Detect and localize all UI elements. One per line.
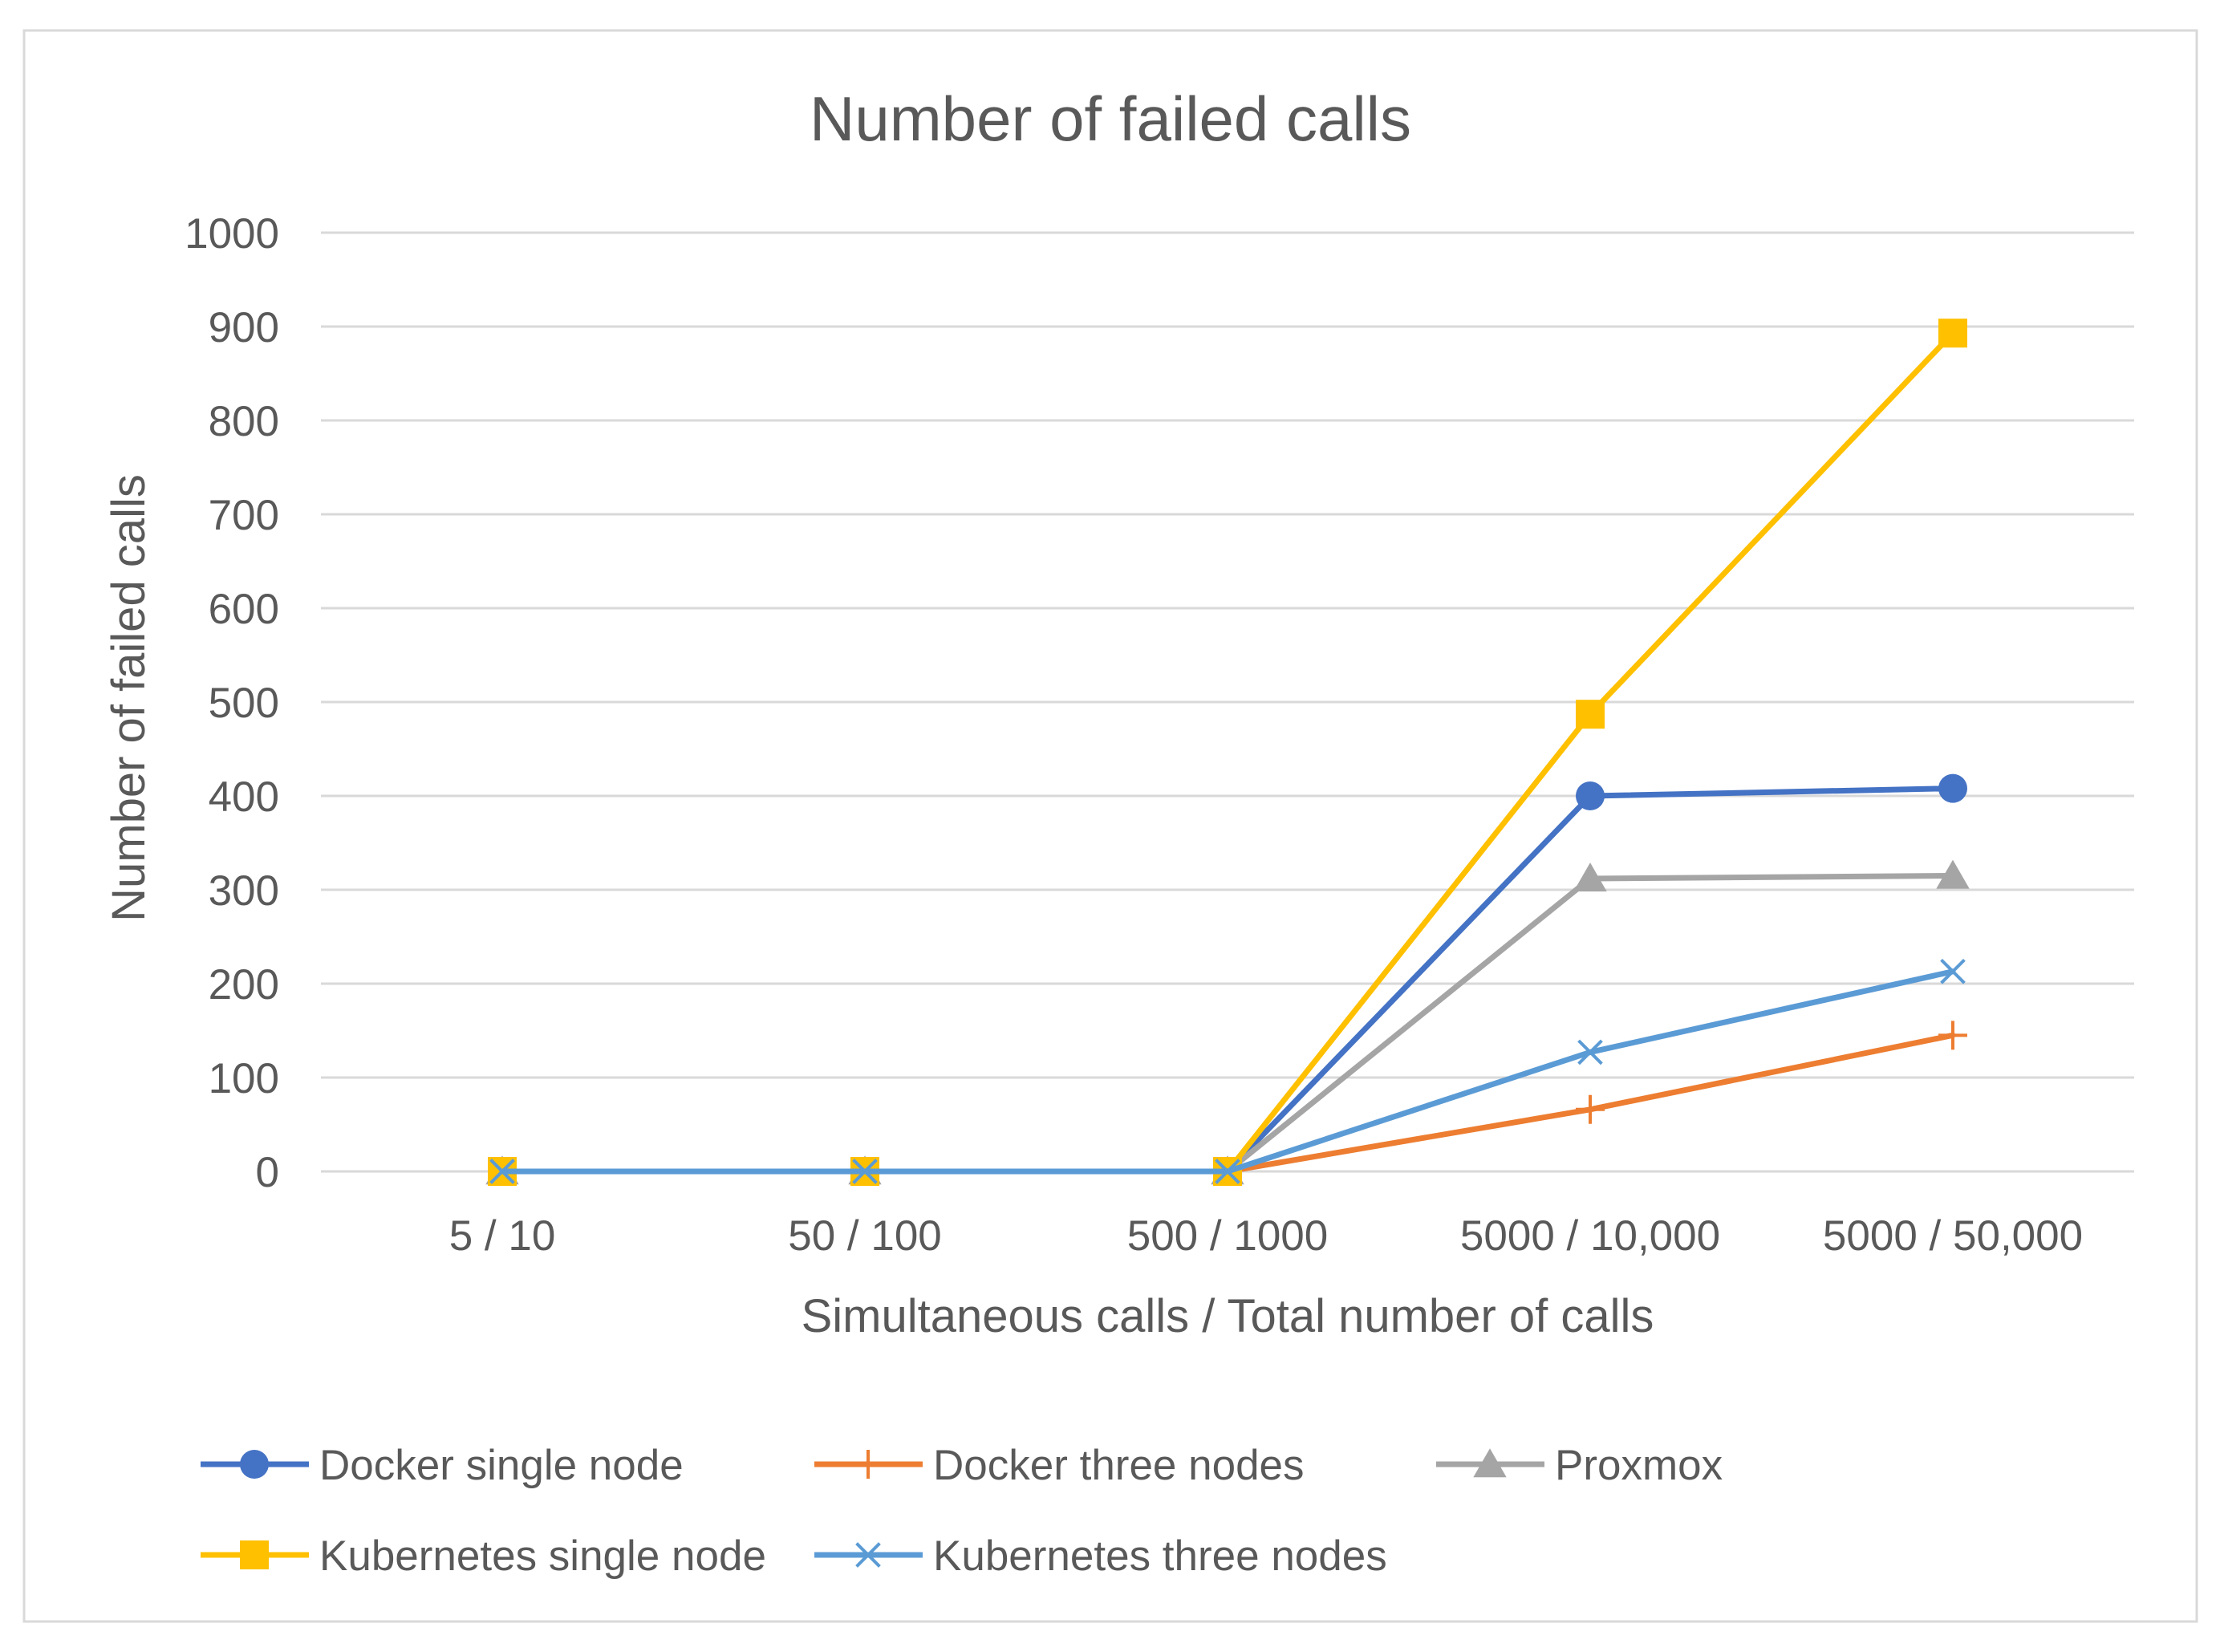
data-point (1936, 859, 1970, 889)
data-point (489, 1159, 515, 1184)
data-point (1473, 1448, 1507, 1478)
legend-item: Kubernetes single node (201, 1532, 766, 1580)
gridlines (321, 231, 2134, 1173)
data-point (852, 1159, 878, 1184)
legend-label: Docker single node (319, 1442, 684, 1489)
legend-item: Proxmox (1436, 1442, 1723, 1489)
data-point (1576, 781, 1605, 810)
y-tick-label: 800 (209, 398, 279, 445)
data-point (1938, 773, 1967, 803)
series-layer (485, 319, 1970, 1186)
data-point (240, 1540, 269, 1569)
data-point (1938, 319, 1967, 348)
legend-label: Kubernetes single node (319, 1532, 766, 1580)
legend-label: Docker three nodes (933, 1442, 1305, 1489)
x-tick-label: 500 / 1000 (1127, 1212, 1329, 1260)
y-tick-label: 400 (209, 773, 279, 821)
data-point (240, 1450, 269, 1479)
data-point (1938, 1021, 1967, 1050)
y-tick-label: 900 (209, 304, 279, 351)
data-point (854, 1450, 883, 1479)
y-tick-label: 1000 (185, 210, 279, 258)
y-tick-label: 200 (209, 961, 279, 1009)
data-point (1577, 1039, 1603, 1065)
x-axis-title: Simultaneous calls / Total number of cal… (802, 1290, 1654, 1342)
legend-item: Kubernetes three nodes (814, 1532, 1387, 1580)
x-tick-label: 50 / 100 (788, 1212, 942, 1260)
data-point (1576, 700, 1605, 729)
data-point (1573, 863, 1607, 892)
legend-item: Docker single node (201, 1442, 684, 1489)
x-axis-ticks: 5 / 10 50 / 100 500 / 1000 5000 / 10,000 500… (449, 1212, 2083, 1260)
y-axis-ticks: 0 100 200 300 400 500 600 700 800 900 1000 (185, 210, 279, 1196)
chart-frame (22, 29, 2198, 1623)
legend-label: Proxmox (1555, 1442, 1723, 1489)
data-point (855, 1542, 881, 1568)
x-tick-label: 5000 / 50,000 (1823, 1212, 2083, 1260)
data-point (1576, 1094, 1605, 1124)
data-point (1215, 1159, 1240, 1184)
y-tick-label: 0 (256, 1149, 279, 1196)
data-point (1940, 958, 1966, 984)
y-axis-title: Number of failed calls (103, 474, 155, 922)
x-tick-label: 5000 / 10,000 (1460, 1212, 1720, 1260)
legend-item: Docker three nodes (814, 1442, 1305, 1489)
x-tick-label: 5 / 10 (449, 1212, 556, 1260)
legend-label: Kubernetes three nodes (933, 1532, 1387, 1580)
y-tick-label: 100 (209, 1055, 279, 1102)
y-tick-label: 500 (209, 680, 279, 727)
series-group (489, 958, 1966, 1184)
chart-title: Number of failed calls (810, 83, 1411, 154)
legend: Docker single node Docker three nodes Prox… (201, 1442, 1723, 1580)
y-tick-label: 600 (209, 586, 279, 633)
y-tick-label: 300 (209, 867, 279, 915)
y-tick-label: 700 (209, 492, 279, 539)
